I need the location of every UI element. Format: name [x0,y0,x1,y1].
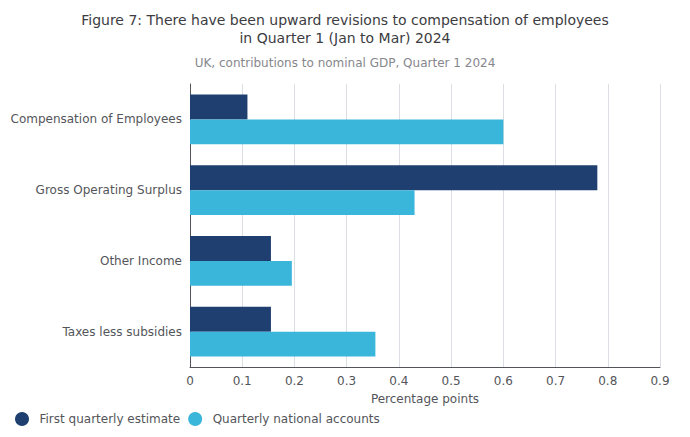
svg-text:Gross Operating Surplus: Gross Operating Surplus [36,183,182,197]
svg-text:0.1: 0.1 [233,374,252,388]
svg-text:0.2: 0.2 [285,374,304,388]
svg-text:Taxes less subsidies: Taxes less subsidies [61,325,182,339]
svg-text:0: 0 [186,374,194,388]
svg-text:Compensation of Employees: Compensation of Employees [11,112,183,126]
svg-text:0.3: 0.3 [337,374,356,388]
svg-text:in Quarter 1 (Jan to Mar) 2024: in Quarter 1 (Jan to Mar) 2024 [239,30,450,46]
svg-text:Other Income: Other Income [100,254,182,268]
svg-text:Percentage points: Percentage points [371,392,479,406]
svg-text:0.7: 0.7 [546,374,565,388]
svg-text:0.9: 0.9 [650,374,669,388]
svg-text:UK, contributions to nominal G: UK, contributions to nominal GDP, Quarte… [195,56,496,70]
svg-text:0.4: 0.4 [389,374,408,388]
svg-text:0.8: 0.8 [598,374,617,388]
svg-text:Quarterly national accounts: Quarterly national accounts [213,412,380,426]
svg-text:0.6: 0.6 [494,374,513,388]
svg-text:0.5: 0.5 [442,374,461,388]
svg-text:Figure 7: There have been upwa: Figure 7: There have been upward revisio… [81,12,609,28]
svg-text:First quarterly estimate: First quarterly estimate [40,412,181,426]
